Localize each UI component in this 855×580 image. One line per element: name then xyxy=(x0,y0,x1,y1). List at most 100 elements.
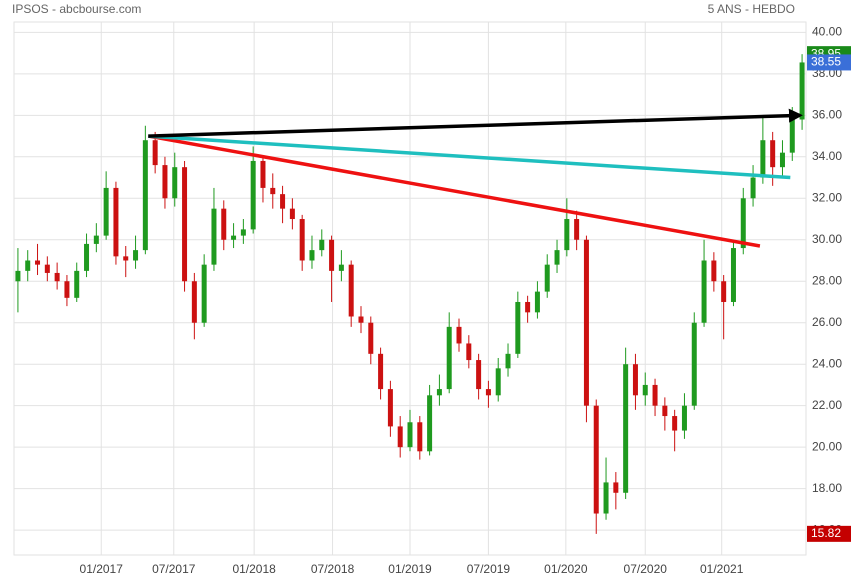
candle-body xyxy=(93,235,99,244)
candle-body xyxy=(397,426,403,448)
candle-body xyxy=(476,360,482,390)
y-tick-label: 20.00 xyxy=(812,439,842,453)
candle-body xyxy=(250,160,256,230)
candle-body xyxy=(564,219,570,251)
candle-body xyxy=(338,264,344,271)
candle-body xyxy=(309,250,315,261)
candle-body xyxy=(730,248,736,302)
x-tick-label: 07/2019 xyxy=(467,562,511,576)
candle-body xyxy=(378,353,384,390)
candle-body xyxy=(485,389,491,396)
candle-body xyxy=(133,250,139,261)
candle-body xyxy=(436,389,442,396)
candle-body xyxy=(525,301,531,313)
candle-body xyxy=(544,264,550,292)
candle-body xyxy=(329,239,335,271)
candle-body xyxy=(84,243,90,271)
candle-body xyxy=(172,167,178,199)
candle-body xyxy=(721,281,727,302)
price-label: 38.55 xyxy=(811,55,841,69)
candle-body xyxy=(387,389,393,427)
candle-body xyxy=(280,194,286,209)
x-tick-label: 01/2021 xyxy=(700,562,744,576)
candle-body xyxy=(64,281,70,298)
y-tick-label: 26.00 xyxy=(812,315,842,329)
candle-body xyxy=(534,291,540,313)
price-label: 15.82 xyxy=(811,526,841,540)
candle-body xyxy=(44,264,50,273)
candle-body xyxy=(583,239,589,406)
candle-body xyxy=(505,353,511,369)
candle-body xyxy=(74,270,80,298)
candle-body xyxy=(662,405,668,417)
candle-body xyxy=(691,322,697,406)
candle-body xyxy=(182,167,188,282)
chart-title: IPSOS - abcbourse.com xyxy=(12,2,141,16)
candle-body xyxy=(142,140,148,251)
candle-body xyxy=(466,343,472,361)
candle-body xyxy=(319,239,325,251)
candle-body xyxy=(515,301,521,354)
candle-body xyxy=(103,187,109,236)
trend-line xyxy=(148,108,803,138)
y-tick-label: 22.00 xyxy=(812,398,842,412)
trend-line xyxy=(147,134,761,248)
candle-body xyxy=(740,198,746,249)
candle-body xyxy=(613,482,619,493)
candle-body xyxy=(427,395,433,452)
y-tick-label: 28.00 xyxy=(812,273,842,287)
x-tick-label: 01/2017 xyxy=(80,562,124,576)
candle-body xyxy=(417,422,423,452)
candle-body xyxy=(446,326,452,390)
candle-body xyxy=(593,405,599,514)
candle-body xyxy=(642,384,648,396)
candle-body xyxy=(113,187,119,257)
candle-body xyxy=(240,229,246,236)
candle-body xyxy=(407,422,413,448)
candle-body xyxy=(260,160,266,188)
candle-body xyxy=(348,264,354,317)
candle-body xyxy=(632,364,638,396)
candle-body xyxy=(270,187,276,195)
candle-body xyxy=(770,140,776,168)
chart-subtitle: 5 ANS - HEBDO xyxy=(708,2,795,16)
candle-body xyxy=(211,208,217,265)
candle-body xyxy=(760,140,766,178)
candle-body xyxy=(152,140,158,166)
x-tick-label: 01/2019 xyxy=(388,562,432,576)
candle-body xyxy=(652,384,658,406)
candle-body xyxy=(358,316,364,323)
y-tick-label: 40.00 xyxy=(812,25,842,39)
candle-body xyxy=(231,235,237,240)
candle-body xyxy=(191,281,197,323)
candle-body xyxy=(54,272,60,282)
y-tick-label: 34.00 xyxy=(812,149,842,163)
x-tick-label: 07/2020 xyxy=(624,562,668,576)
price-label-box xyxy=(807,525,851,542)
x-tick-label: 01/2018 xyxy=(232,562,276,576)
candle-body xyxy=(221,208,227,240)
trend-line xyxy=(148,134,791,180)
x-tick-label: 07/2018 xyxy=(311,562,355,576)
candle-body xyxy=(779,152,785,168)
y-tick-label: 18.00 xyxy=(812,481,842,495)
candle-body xyxy=(456,326,462,344)
candle-body xyxy=(750,177,756,199)
candle-body xyxy=(35,260,41,265)
candle-body xyxy=(495,368,501,396)
y-tick-label: 36.00 xyxy=(812,107,842,121)
candle-body xyxy=(623,364,629,493)
candle-body xyxy=(701,260,707,323)
candle-body xyxy=(299,219,305,261)
candle-body xyxy=(789,119,795,153)
candle-body xyxy=(603,482,609,514)
y-tick-label: 24.00 xyxy=(812,356,842,370)
candle-body xyxy=(574,219,580,240)
candle-body xyxy=(15,270,21,282)
y-tick-label: 30.00 xyxy=(812,232,842,246)
y-tick-label: 32.00 xyxy=(812,190,842,204)
candle-body xyxy=(201,264,207,323)
candle-body xyxy=(123,256,129,261)
candle-body xyxy=(289,208,295,220)
